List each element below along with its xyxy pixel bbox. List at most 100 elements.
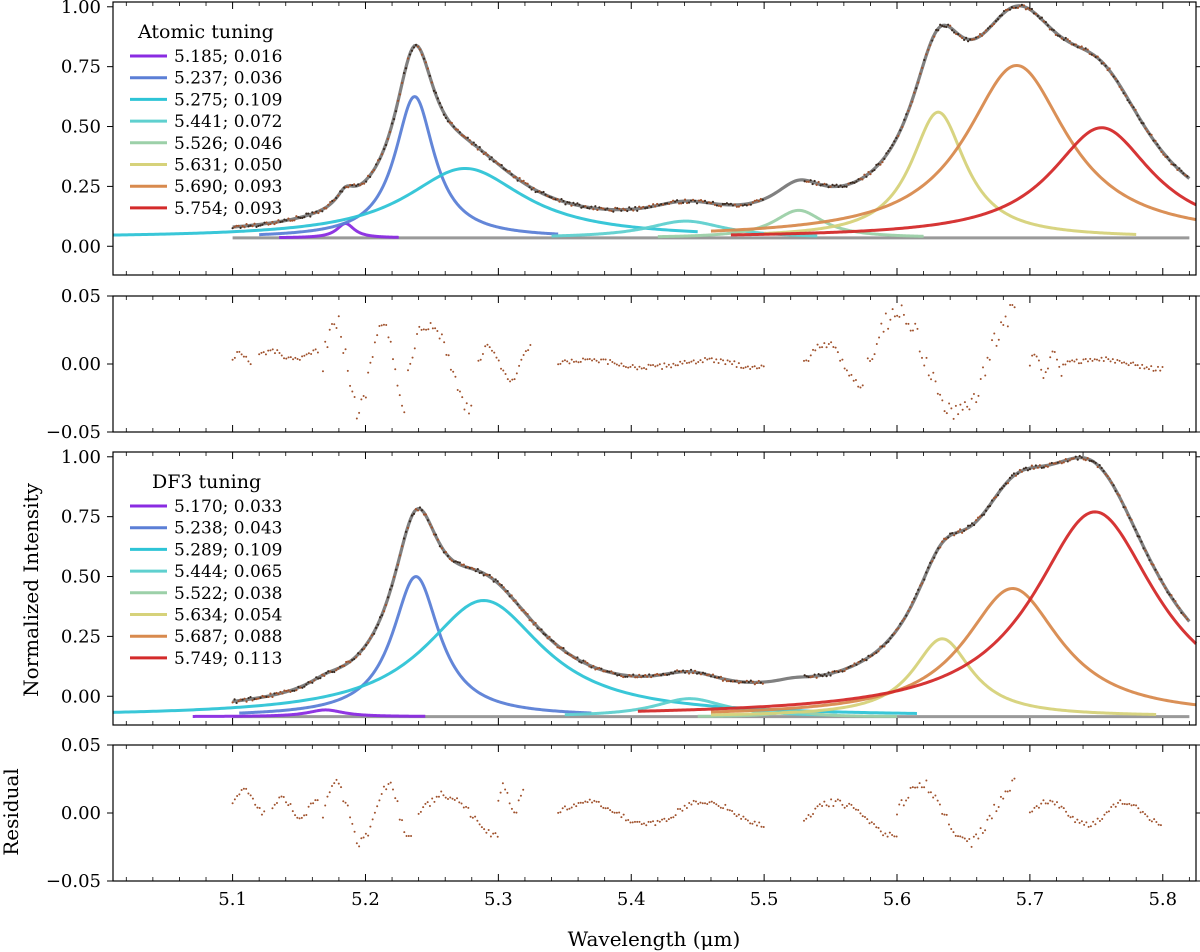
df3-data-point [1172, 598, 1175, 601]
atomic-data-point [590, 205, 593, 208]
atomic-residual-residual-point [456, 388, 459, 391]
atomic-data-point [1108, 67, 1111, 70]
x-tick-label: 5.5 [750, 889, 779, 910]
df3-residual-residual-point [238, 793, 241, 796]
df3-residual-residual-point [914, 786, 917, 789]
atomic-residual-residual-point [724, 363, 727, 366]
atomic-data-point [1056, 34, 1059, 37]
atomic-residual-residual-point [358, 411, 361, 414]
df3-data-point [588, 665, 591, 668]
df3-data-point [526, 612, 529, 616]
atomic-residual-residual-point [326, 346, 329, 349]
df3-data-point [371, 634, 374, 637]
df3-data-point [418, 506, 422, 509]
df3-data-point [853, 662, 856, 665]
atomic-data-point [530, 188, 533, 191]
atomic-residual-residual-point [1086, 360, 1089, 363]
df3-residual-residual-point [818, 803, 821, 806]
df3-data-point [735, 679, 738, 682]
df3-residual-residual-point [843, 806, 846, 809]
df3-residual-residual-point [647, 820, 650, 823]
df3-residual-residual-point [735, 815, 738, 818]
df3-data-point [628, 674, 631, 677]
df3-residual-residual-point [1046, 802, 1049, 805]
atomic-data-point [687, 201, 691, 204]
atomic-data-point [303, 215, 306, 219]
atomic-residual-residual-point [314, 348, 317, 351]
df3-data-point [590, 666, 593, 669]
df3-data-point [825, 675, 828, 678]
atomic-residual-residual-point [997, 338, 1000, 341]
atomic-residual-residual-point [479, 358, 482, 361]
atomic-data-point [640, 207, 643, 210]
atomic-data-point [369, 175, 372, 178]
df3-data-point [699, 673, 703, 676]
df3-data-point [1114, 489, 1117, 493]
y-tick-label: 0.25 [61, 176, 101, 197]
df3-data-point [532, 623, 535, 626]
atomic-residual-residual-point [694, 362, 697, 365]
df3-data-point [319, 677, 322, 680]
df3-residual-residual-point [717, 804, 720, 807]
atomic-data-point [618, 207, 621, 210]
atomic-residual-residual-point [333, 323, 336, 326]
atomic-residual-residual-point [735, 366, 738, 368]
df3-residual-residual-point [417, 812, 420, 815]
df3-data-point [349, 661, 352, 664]
df3-residual-residual-point [1159, 824, 1162, 827]
df3-residual-residual-point [911, 786, 914, 789]
atomic-data-point [315, 210, 318, 213]
df3-data-point [456, 560, 459, 564]
df3-residual-residual-point [424, 802, 427, 805]
atomic-data-point [1100, 62, 1103, 65]
df3-residual-residual-point [456, 797, 459, 800]
df3-data-point [444, 551, 447, 554]
df3-data-point [1090, 459, 1093, 463]
atomic-residual-residual-point [1129, 362, 1132, 365]
atomic-residual-residual-point [238, 350, 241, 353]
atomic-residual-residual-point [1068, 360, 1071, 363]
df3-residual-residual-point [263, 810, 266, 813]
atomic-data-point [1170, 163, 1173, 166]
df3-residual-residual-point [260, 813, 263, 816]
atomic-residual-residual-point [443, 341, 446, 344]
atomic-data-point [359, 184, 362, 187]
atomic-data-point [546, 194, 549, 198]
atomic-data-point [335, 196, 338, 200]
atomic-residual-residual-point [1002, 323, 1005, 326]
atomic-residual-points [231, 303, 1164, 420]
df3-data-point [965, 528, 968, 531]
atomic-data-point [386, 137, 390, 140]
df3-data-point [654, 673, 657, 676]
atomic-data-point [751, 201, 754, 204]
df3-data-point [538, 628, 541, 632]
atomic-data-point [945, 25, 948, 29]
df3-residual-residual-point [1083, 823, 1086, 826]
atomic-data-point [759, 197, 762, 201]
df3-data-point [1092, 460, 1095, 463]
atomic-residual-residual-point [1051, 350, 1054, 353]
df3-data-point [357, 652, 360, 655]
atomic-residual-residual-point [522, 353, 525, 356]
df3-residual-residual-point [866, 818, 869, 821]
df3-residual-residual-point [834, 800, 837, 803]
df3-residual-residual-point [278, 796, 281, 799]
atomic-data-point [488, 158, 491, 161]
atomic-data-point [402, 71, 406, 75]
df3-data-point [1174, 600, 1177, 603]
atomic-residual-residual-point [407, 369, 409, 372]
y-tick-label: 1.00 [61, 0, 101, 18]
atomic-data-point [705, 201, 709, 205]
df3-data-point [1170, 594, 1173, 597]
atomic-data-point [681, 201, 685, 204]
df3-data-point [273, 692, 276, 695]
df3-data-point [664, 673, 667, 676]
atomic-data-point [454, 128, 457, 131]
df3-data-point [992, 497, 996, 500]
df3-data-point [476, 568, 479, 571]
atomic-data-point [644, 207, 647, 210]
df3-residual-residual-point [886, 835, 889, 838]
atomic-residual-residual-point [882, 330, 885, 333]
atomic-data-point [853, 181, 856, 184]
df3-data-point [548, 635, 551, 638]
